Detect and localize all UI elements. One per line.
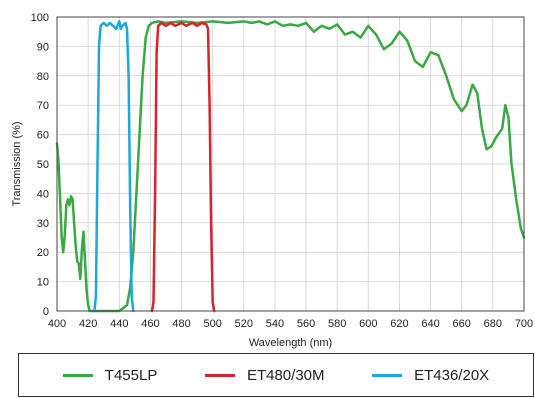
x-tick-label: 560 (297, 318, 315, 330)
legend-label: T455LP (104, 366, 158, 384)
y-tick-label: 40 (37, 188, 49, 200)
x-tick-label: 600 (359, 318, 377, 330)
transmission-chart: 400 420 440 460 480 500 520 540 560 580 600 620 640 6… (11, 12, 533, 349)
x-tick-label: 660 (453, 318, 471, 330)
y-axis-label: Transmission (%) (11, 121, 23, 206)
x-tick-labels: 400 420 440 460 480 500 520 540 560 580 600 620 640 6… (48, 318, 533, 330)
legend: T455LP ET480/30M ET436/20X (18, 353, 534, 397)
series-layer (55, 20, 526, 313)
legend-item-et436-20x: ET436/20X (372, 367, 489, 384)
x-tick-label: 520 (235, 318, 253, 330)
x-tick-label: 580 (328, 318, 346, 330)
y-tick-label: 80 (37, 71, 49, 83)
y-tick-label: 90 (37, 41, 49, 53)
x-tick-label: 480 (172, 318, 190, 330)
series-line-et436-20x (93, 20, 135, 313)
y-tick-label: 0 (43, 306, 49, 318)
y-tick-label: 20 (37, 247, 49, 259)
legend-item-t455lp: T455LP (62, 366, 158, 384)
x-tick-label: 700 (515, 318, 533, 330)
grid (56, 16, 525, 312)
y-tick-label: 100 (31, 12, 49, 24)
legend-swatch (204, 373, 235, 377)
legend-label: ET480/30M (246, 366, 325, 384)
x-tick-label: 420 (79, 318, 97, 330)
x-tick-label: 460 (141, 318, 159, 330)
x-tick-label: 640 (421, 318, 439, 330)
y-tick-label: 50 (37, 159, 49, 171)
legend-label: ET436/20X (414, 366, 490, 384)
y-tick-labels: 0 10 20 30 40 50 60 70 80 90 100 (31, 12, 49, 318)
legend-item-et480-30m: ET480/30M (204, 366, 325, 384)
x-tick-label: 540 (266, 318, 284, 330)
legend-swatch (372, 373, 403, 377)
x-axis-label: Wavelength (nm) (249, 337, 332, 349)
y-tick-label: 30 (37, 218, 49, 230)
plot-border (56, 16, 525, 312)
y-tick-label: 10 (37, 277, 49, 289)
series-line-t455lp (55, 20, 526, 313)
series-line-et480-30m (150, 21, 216, 313)
x-tick-label: 680 (484, 318, 502, 330)
x-tick-label: 620 (390, 318, 408, 330)
y-tick-label: 70 (37, 100, 49, 112)
legend-swatch (62, 373, 93, 377)
y-tick-label: 60 (37, 130, 49, 142)
x-tick-label: 440 (110, 318, 128, 330)
x-tick-label: 400 (48, 318, 66, 330)
x-tick-label: 500 (203, 318, 221, 330)
